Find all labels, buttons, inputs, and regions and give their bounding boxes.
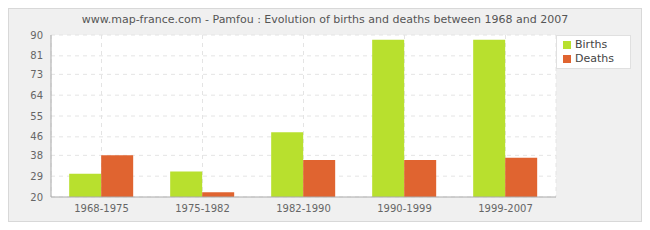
svg-text:1975-1982: 1975-1982 [175, 203, 230, 214]
html-text:Deaths: Deaths [575, 52, 614, 65]
html-text:www.map-france.com - Pamfou :: www.map-france.com - Pamfou : Evolution … [81, 13, 569, 26]
svg-text:29: 29 [30, 171, 43, 182]
svg-text:1990-1999: 1990-1999 [377, 203, 432, 214]
svg-text:38: 38 [30, 150, 43, 161]
svg-text:46: 46 [30, 131, 43, 142]
svg-text:1968-1975: 1968-1975 [74, 203, 129, 214]
svg-text:20: 20 [30, 192, 43, 203]
svg-text:90: 90 [30, 31, 43, 41]
svg-text:81: 81 [30, 50, 43, 61]
svg-text:64: 64 [30, 90, 43, 101]
html-text:Births: Births [575, 38, 608, 51]
svg-text:1982-1990: 1982-1990 [276, 203, 331, 214]
svg-text:55: 55 [30, 111, 43, 122]
svg-text:1999-2007: 1999-2007 [478, 203, 533, 214]
svg-text:73: 73 [30, 69, 43, 80]
